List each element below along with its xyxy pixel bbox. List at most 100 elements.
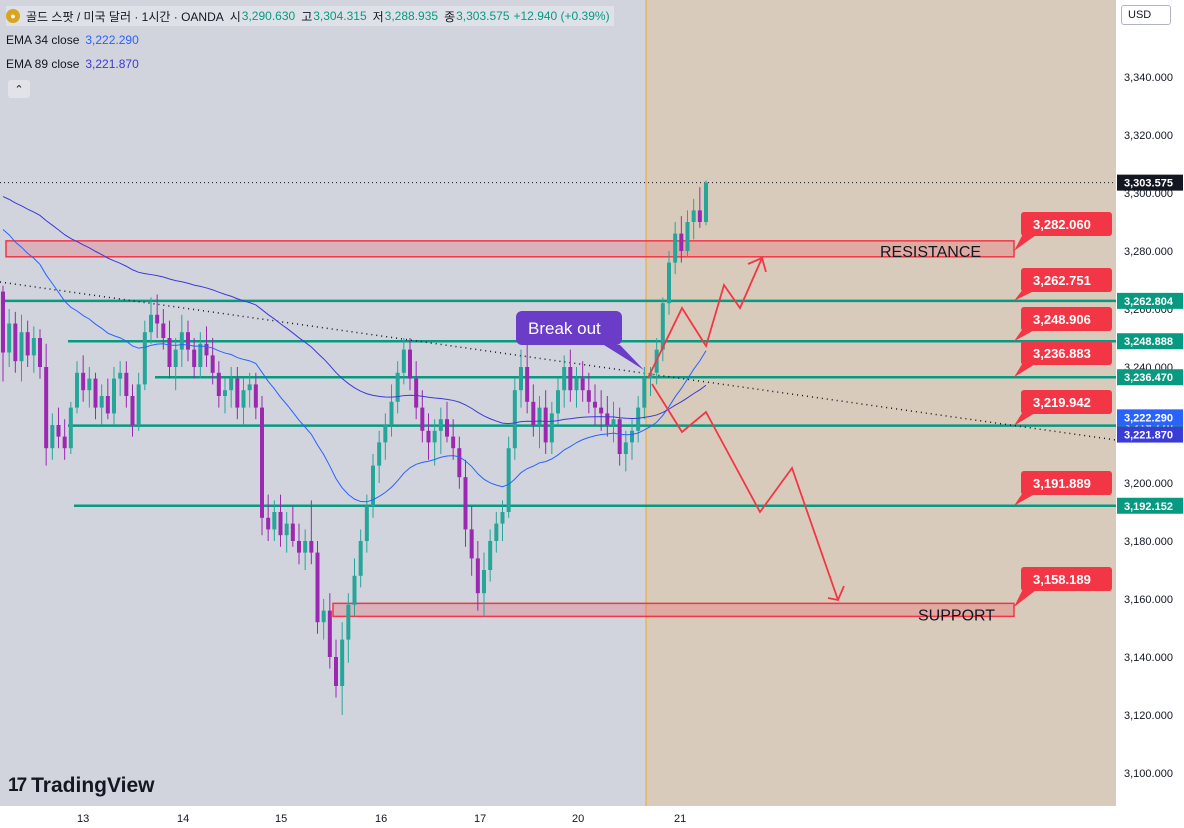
ema89-label: EMA 89 close: [6, 57, 80, 71]
time-tick-label: 13: [77, 813, 89, 825]
candle-body: [229, 378, 234, 391]
tradingview-logo[interactable]: 17 TradingView: [8, 774, 154, 798]
candle-body: [105, 396, 110, 414]
callout-pointer: [1014, 327, 1040, 342]
candle-body: [401, 349, 406, 373]
open-value: 3,290.630: [241, 9, 296, 23]
price-tick-label: 3,300.000: [1124, 188, 1173, 200]
candle-body: [204, 343, 209, 356]
candle-body: [13, 323, 18, 362]
price-tick-label: 3,160.000: [1124, 594, 1173, 606]
candle-body: [636, 407, 641, 431]
candle-body: [309, 541, 314, 553]
ema34-label: EMA 34 close: [6, 33, 80, 47]
candle-body: [389, 401, 394, 425]
candle-body: [130, 396, 135, 425]
bearish-projection-path: [651, 383, 839, 601]
low-value: 3,288.935: [384, 9, 439, 23]
time-tick-label: 17: [474, 813, 486, 825]
chevron-up-icon: ⌃: [14, 83, 24, 96]
candle-body: [321, 610, 326, 623]
candle-body: [482, 570, 486, 594]
callout-pointer: [1014, 361, 1040, 378]
candle-body: [278, 512, 283, 536]
price-callout-text: 3,236.883: [1033, 346, 1091, 361]
candle-body: [697, 210, 702, 222]
candle-body: [469, 529, 474, 559]
symbol-header: ● 골드 스팟 / 미국 달러 · 1시간 · OANDA 시 3,290.630…: [6, 6, 614, 26]
candle-body: [457, 448, 462, 478]
candle-body: [377, 442, 382, 466]
candle-body: [623, 442, 628, 454]
candle-body: [155, 314, 160, 324]
zone-support: [332, 602, 1015, 618]
high-label: 고: [301, 9, 313, 24]
candle-body: [432, 430, 437, 443]
close-label: 종: [444, 9, 456, 24]
candle-body: [574, 378, 579, 391]
price-tick-label: 3,200.000: [1124, 478, 1173, 490]
ema34-value: 3,222.290: [85, 33, 139, 47]
candle-body: [266, 517, 271, 530]
candle-body: [44, 367, 49, 449]
candle-body: [519, 367, 523, 391]
level-axis-label-bg: [1117, 497, 1183, 514]
candle-body: [605, 413, 610, 425]
bullish-arrowhead: [747, 256, 767, 273]
candle-body: [327, 610, 332, 657]
breakout-label-text: Break out: [528, 319, 601, 338]
candle-body: [136, 384, 141, 425]
time-tick-label: 14: [177, 813, 189, 825]
candle-body: [617, 419, 622, 454]
candle-body: [704, 182, 708, 222]
candle-body: [56, 425, 61, 437]
candle-body: [297, 541, 301, 553]
candle-body: [543, 407, 548, 443]
candle-body: [118, 372, 123, 379]
ema34-legend[interactable]: EMA 34 close 3,222.290: [6, 33, 139, 47]
candle-body: [284, 523, 289, 536]
candle-body: [303, 541, 308, 553]
candle-body: [192, 349, 197, 367]
time-axis-background: [0, 806, 1116, 828]
candle-body: [346, 604, 351, 640]
candle-body: [599, 407, 604, 414]
candle-body: [667, 262, 671, 304]
candle-body: [475, 558, 480, 594]
ema34-line: [2, 229, 707, 503]
candle-body: [62, 436, 67, 449]
candle-body: [87, 378, 92, 391]
candle-body: [68, 407, 73, 449]
candle-body: [408, 349, 412, 379]
candle-body: [241, 390, 246, 408]
bearish-arrowhead: [827, 585, 845, 602]
candle-body: [660, 303, 665, 350]
price-tick-label: 3,280.000: [1124, 246, 1173, 258]
level-axis-label: 3,248.888: [1124, 336, 1173, 348]
candle-body: [488, 541, 493, 570]
price-tick-label: 3,340.000: [1124, 72, 1173, 84]
candle-body: [38, 338, 42, 367]
price-callout-text: 3,158.189: [1033, 572, 1091, 587]
candle-body: [580, 378, 585, 391]
ema-axis-label-bg: [1117, 426, 1183, 443]
ema-axis-label-bg: [1117, 409, 1183, 426]
candle-body: [173, 349, 178, 367]
level-axis-label: 3,236.470: [1124, 372, 1173, 384]
candle-body: [525, 367, 530, 402]
level-axis-label: 3,262.804: [1124, 296, 1174, 308]
price-tick-label: 3,100.000: [1124, 768, 1173, 780]
callout-pointer: [1014, 587, 1040, 607]
candle-body: [537, 407, 542, 425]
candle-body: [112, 378, 116, 414]
collapse-legend-button[interactable]: ⌃: [8, 80, 30, 98]
time-tick-label: 16: [375, 813, 387, 825]
candle-body: [593, 401, 597, 408]
currency-selector[interactable]: USD: [1121, 5, 1171, 25]
level-axis-label-bg: [1117, 369, 1183, 386]
ema89-legend[interactable]: EMA 89 close 3,221.870: [6, 57, 139, 71]
candle-body: [260, 407, 264, 518]
last-price-axis-label: 3,303.575: [1124, 178, 1173, 190]
instrument-title: 골드 스팟 / 미국 달러 · 1시간 · OANDA: [26, 9, 224, 24]
